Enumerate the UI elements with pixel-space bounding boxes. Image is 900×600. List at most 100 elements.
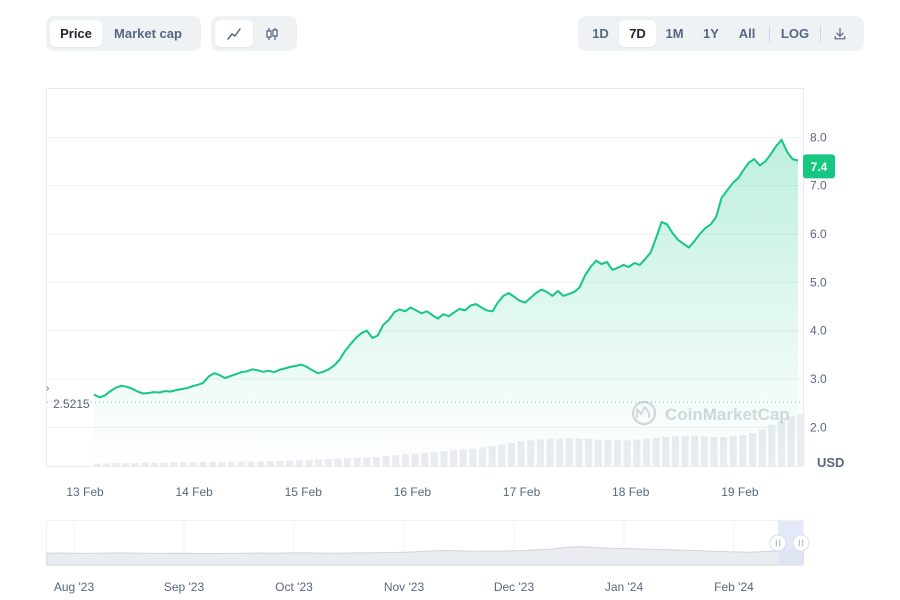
volume-bar xyxy=(739,435,747,466)
volume-bar xyxy=(257,461,265,466)
volume-bar xyxy=(93,463,101,466)
volume-bar xyxy=(151,462,159,466)
volume-bar xyxy=(575,438,583,466)
volume-bar xyxy=(527,440,535,466)
volume-bar xyxy=(768,424,776,466)
volume-bar xyxy=(228,461,236,466)
navigator-left-handle[interactable] xyxy=(769,534,787,552)
range-1y-button[interactable]: 1Y xyxy=(703,26,719,41)
volume-bar xyxy=(700,436,708,466)
volume-bar xyxy=(613,440,622,466)
candlestick-button[interactable] xyxy=(253,20,291,47)
range-navigator[interactable]: Aug '23 Sep '23 Oct '23 Nov '23 Dec '23 Jan '… xyxy=(46,520,810,595)
volume-bar xyxy=(218,461,226,466)
volume-bar xyxy=(199,461,207,466)
volume-bar xyxy=(189,462,197,466)
navigator-area xyxy=(46,546,804,566)
x-tick-label: 14 Feb xyxy=(175,485,213,499)
volume-bars xyxy=(93,414,805,466)
volume-bar xyxy=(652,437,660,466)
volume-bar xyxy=(758,429,766,466)
x-tick-label: 13 Feb xyxy=(66,485,104,499)
x-axis: 13 Feb 14 Feb 15 Feb 16 Feb 17 Feb 18 Feb 19 F… xyxy=(66,485,759,499)
market-cap-tab[interactable]: Market cap xyxy=(114,26,182,41)
range-1m-button[interactable]: 1M xyxy=(665,26,684,41)
volume-bar xyxy=(131,463,139,466)
volume-bar xyxy=(372,456,381,466)
price-tab[interactable]: Price xyxy=(50,20,102,47)
line-chart-button[interactable] xyxy=(215,20,253,47)
toolbar-divider xyxy=(769,25,770,42)
navigator-x-label: Oct '23 xyxy=(275,580,313,594)
volume-bar xyxy=(112,463,120,466)
navigator-selection[interactable] xyxy=(778,521,803,565)
volume-bar xyxy=(286,460,294,466)
download-icon xyxy=(834,27,846,39)
volume-bar xyxy=(295,460,303,466)
volume-bar xyxy=(382,456,390,466)
volume-bar xyxy=(430,451,438,466)
volume-bar xyxy=(459,449,467,466)
volume-bar xyxy=(517,441,525,466)
y-axis: 8.0 7.0 6.0 5.0 4.0 3.0 2.0 xyxy=(810,130,827,434)
volume-bar xyxy=(556,438,564,466)
volume-bar xyxy=(546,438,554,466)
volume-bar xyxy=(585,438,593,466)
navigator-frame xyxy=(46,520,804,565)
volume-bar xyxy=(478,447,487,466)
x-tick-label: 19 Feb xyxy=(721,485,759,499)
volume-bar xyxy=(604,440,612,466)
volume-bar xyxy=(710,437,718,466)
currency-label: USD xyxy=(817,455,844,470)
x-tick-label: 15 Feb xyxy=(285,485,323,499)
volume-bar xyxy=(469,448,477,466)
current-price-badge: 7.4 xyxy=(803,154,835,179)
navigator-x-label: Feb '24 xyxy=(714,580,754,594)
price-area xyxy=(94,139,798,467)
log-scale-button[interactable]: LOG xyxy=(780,26,810,41)
coinmarketcap-logo-icon xyxy=(631,400,657,426)
volume-bar xyxy=(633,439,641,466)
download-button[interactable] xyxy=(825,20,855,47)
range-7d-button[interactable]: 7D xyxy=(619,20,656,47)
watermark: CoinMarketCap xyxy=(631,400,790,426)
navigator-gridlines xyxy=(73,521,735,565)
volume-bar xyxy=(691,435,699,466)
volume-bar xyxy=(787,416,795,466)
reference-price-marker: › xyxy=(46,383,49,394)
line-chart-icon xyxy=(227,27,241,40)
volume-bar xyxy=(729,436,737,466)
volume-bar xyxy=(179,462,188,466)
y-tick-label: 5.0 xyxy=(810,275,827,289)
volume-bar xyxy=(363,457,371,466)
y-tick-label: 2.0 xyxy=(810,420,827,434)
navigator-x-axis: Aug '23 Sep '23 Oct '23 Nov '23 Dec '23 Jan '… xyxy=(54,580,754,594)
volume-bar xyxy=(642,438,651,466)
y-tick-label: 7.0 xyxy=(810,179,827,193)
volume-bar xyxy=(488,446,496,466)
volume-bar xyxy=(102,463,110,466)
navigator-x-label: Nov '23 xyxy=(384,580,425,594)
range-all-button[interactable]: All xyxy=(738,26,756,41)
chart-type-toggle xyxy=(211,16,297,51)
volume-bar xyxy=(498,444,506,466)
volume-bar xyxy=(324,458,332,466)
watermark-text: CoinMarketCap xyxy=(665,405,790,424)
y-tick-label: 6.0 xyxy=(810,227,827,241)
volume-bar xyxy=(247,461,255,466)
volume-bar xyxy=(334,458,342,466)
price-line xyxy=(93,138,799,399)
volume-bar xyxy=(748,432,757,466)
volume-bar xyxy=(623,440,631,466)
navigator-right-handle[interactable] xyxy=(792,534,810,552)
volume-bar xyxy=(507,442,516,466)
x-tick-label: 18 Feb xyxy=(612,485,650,499)
range-1d-button[interactable]: 1D xyxy=(592,26,609,41)
reference-price-label: 2.5215 xyxy=(53,397,90,411)
volume-bar xyxy=(662,437,670,466)
volume-bar xyxy=(237,461,246,466)
volume-bar xyxy=(266,461,274,466)
x-tick-label: 17 Feb xyxy=(503,485,541,499)
volume-bar xyxy=(141,462,149,466)
